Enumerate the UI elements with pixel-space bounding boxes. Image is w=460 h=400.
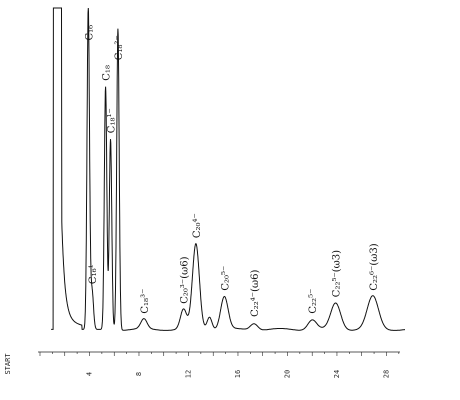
chromatogram-trace [51,7,405,331]
peak-label-13: C₂₂⁶⁻(ω3) [369,243,380,290]
tick-label-28: 28 [382,370,390,378]
label-layer: C₁₆ C₁₆¹⁻ C₁₈ C₁₈¹⁻ C₁₈²⁻ C₁₈³⁻ C₂₀³⁻(ω6) C₂₀⁴⁻… [84,25,380,317]
peak-label-9: C₂₀⁵⁻ [220,266,231,291]
peak-label-10: C₂₂⁴⁻(ω6) [250,270,261,317]
peak-label-5: C₁₈²⁻ [114,35,125,60]
peak-label-6: C₁₈³⁻ [140,289,151,314]
peak-label-8: C₂₀⁴⁻ [192,213,203,238]
tick-label-16: 16 [234,370,242,378]
peak-label-12: C₂₂⁵⁻(ω3) [332,250,343,297]
tick-layer: 4 8 12 16 20 24 28 [39,352,400,378]
peak-label-1: C₁₆ [84,25,95,41]
start-label: START [4,353,12,375]
peak-label-3: C₁₈ [102,65,113,81]
tick-label-20: 20 [283,370,291,378]
tick-label-8: 8 [135,372,143,376]
peak-label-2: C₁₆¹⁻ [88,259,99,284]
peak-label-7: C₂₀³⁻(ω6) [180,256,191,303]
trace-layer [51,7,405,331]
peak-label-4: C₁₈¹⁻ [107,108,118,133]
tick-label-24: 24 [333,370,341,378]
peak-label-11: C₂₂⁵⁻ [308,289,319,314]
tick-label-4: 4 [85,372,93,376]
tick-label-12: 12 [184,370,192,378]
